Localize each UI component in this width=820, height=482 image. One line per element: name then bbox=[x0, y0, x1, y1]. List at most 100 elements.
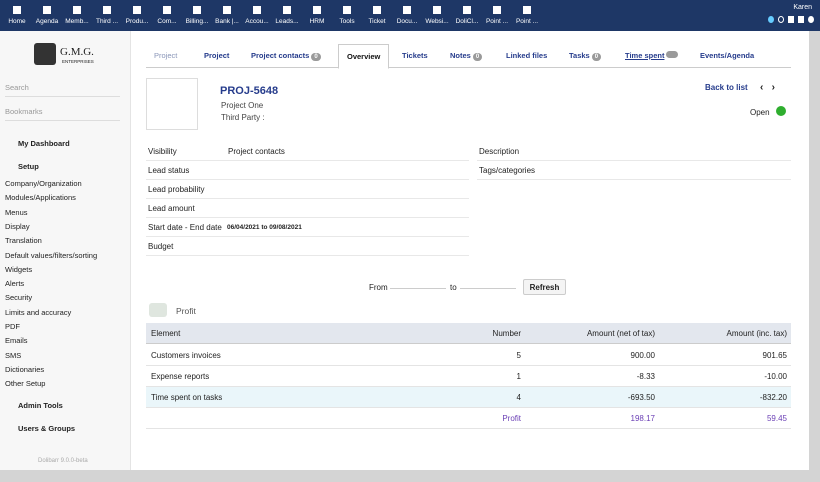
to-input[interactable] bbox=[460, 288, 516, 289]
from-input[interactable] bbox=[390, 288, 446, 289]
menu-item[interactable]: Produ... bbox=[123, 0, 151, 31]
cell: -10.00 bbox=[764, 366, 787, 387]
setup-item[interactable]: Company/Organization bbox=[5, 179, 82, 188]
refresh-button[interactable]: Refresh bbox=[523, 279, 566, 295]
tab-label: Linked files bbox=[506, 51, 547, 60]
menu-item[interactable]: Tools bbox=[333, 0, 361, 31]
tab[interactable]: Project contacts0 bbox=[243, 44, 329, 68]
tab[interactable]: Project bbox=[196, 44, 237, 68]
tab-label: Time spent bbox=[625, 51, 664, 60]
cell: Customers invoices bbox=[151, 345, 221, 366]
field-row: Tags/categories bbox=[477, 161, 791, 180]
menu-label: Ticket bbox=[363, 18, 391, 25]
menu-item[interactable]: Point ... bbox=[483, 0, 511, 31]
tab[interactable]: Project bbox=[146, 44, 185, 68]
user-name[interactable]: Karen bbox=[793, 4, 812, 11]
field-label: Tags/categories bbox=[479, 161, 535, 180]
menu-label: Accou... bbox=[243, 18, 271, 25]
setup-item[interactable]: Modules/Applications bbox=[5, 193, 76, 202]
setup-item[interactable]: SMS bbox=[5, 351, 21, 360]
menu-item[interactable]: Bank |... bbox=[213, 0, 241, 31]
setup-item[interactable]: Security bbox=[5, 293, 32, 302]
from-label: From bbox=[369, 283, 388, 292]
field-row: Lead probability bbox=[146, 180, 469, 199]
menu-icon bbox=[433, 6, 441, 14]
users-groups[interactable]: Users & Groups bbox=[18, 424, 75, 433]
menu-item[interactable]: Point ... bbox=[513, 0, 541, 31]
menu-item[interactable]: Websi... bbox=[423, 0, 451, 31]
cell: 900.00 bbox=[631, 345, 655, 366]
setup-item[interactable]: Translation bbox=[5, 236, 42, 245]
menu-item[interactable]: Billing... bbox=[183, 0, 211, 31]
back-to-list[interactable]: Back to list bbox=[705, 83, 748, 92]
tab[interactable]: Notes0 bbox=[442, 44, 490, 68]
nav-arrows[interactable]: ‹ › bbox=[760, 82, 775, 93]
setup-item[interactable]: Alerts bbox=[5, 279, 24, 288]
setup-item[interactable]: Default values/filters/sorting bbox=[5, 251, 97, 260]
tab[interactable]: Linked files bbox=[498, 44, 555, 68]
menu-item[interactable]: HRM bbox=[303, 0, 331, 31]
tab[interactable]: Events/Agenda bbox=[692, 44, 762, 68]
total-row: Profit198.1759.45 bbox=[146, 408, 791, 429]
setup-title[interactable]: Setup bbox=[18, 162, 39, 171]
field-row: Lead status bbox=[146, 161, 469, 180]
setup-item[interactable]: Dictionaries bbox=[5, 365, 44, 374]
field-value: Project contacts bbox=[228, 142, 285, 161]
menu-label: Agenda bbox=[33, 18, 61, 25]
menu-icon bbox=[493, 6, 501, 14]
tab-badge: 0 bbox=[592, 53, 601, 61]
setup-item[interactable]: Limits and accuracy bbox=[5, 308, 71, 317]
menu-item[interactable]: Leads... bbox=[273, 0, 301, 31]
header-cell: Element bbox=[151, 323, 180, 344]
tab[interactable]: Tickets bbox=[394, 44, 436, 68]
field-row: VisibilityProject contacts bbox=[146, 142, 469, 161]
field-row: Lead amount bbox=[146, 199, 469, 218]
menu-icon bbox=[313, 6, 321, 14]
menu-icon bbox=[523, 6, 531, 14]
cell: -8.33 bbox=[637, 366, 655, 387]
menu-item[interactable]: Ticket bbox=[363, 0, 391, 31]
setup-item[interactable]: Menus bbox=[5, 208, 28, 217]
bookmarks[interactable]: Bookmarks bbox=[5, 107, 120, 121]
setup-item[interactable]: Emails bbox=[5, 336, 28, 345]
dashboard-link[interactable]: My Dashboard bbox=[18, 139, 70, 148]
menu-icon bbox=[373, 6, 381, 14]
menu-item[interactable]: Third ... bbox=[93, 0, 121, 31]
cell: 4 bbox=[517, 387, 521, 408]
total-net: 198.17 bbox=[631, 408, 655, 429]
menu-label: Memb... bbox=[63, 18, 91, 25]
setup-item[interactable]: PDF bbox=[5, 322, 20, 331]
setup-item[interactable]: Display bbox=[5, 222, 30, 231]
top-bar: Karen HomeAgendaMemb...Third ...Produ...… bbox=[0, 0, 820, 31]
status-dot bbox=[776, 106, 786, 116]
menu-item[interactable]: Memb... bbox=[63, 0, 91, 31]
project-image bbox=[146, 78, 198, 130]
menu-item[interactable]: Accou... bbox=[243, 0, 271, 31]
menu-item[interactable]: DoliCl... bbox=[453, 0, 481, 31]
menu-item[interactable]: Docu... bbox=[393, 0, 421, 31]
menu-icon bbox=[403, 6, 411, 14]
menu-item[interactable]: Com... bbox=[153, 0, 181, 31]
cell: -832.20 bbox=[760, 387, 787, 408]
menu-icon bbox=[73, 6, 81, 14]
setup-item[interactable]: Widgets bbox=[5, 265, 32, 274]
tab[interactable]: Tasks0 bbox=[561, 44, 609, 68]
search[interactable]: Search bbox=[5, 83, 120, 97]
profit-title: Profit bbox=[176, 306, 196, 316]
header-cell: Number bbox=[493, 323, 521, 344]
admin-tools[interactable]: Admin Tools bbox=[18, 401, 63, 410]
cell: 1 bbox=[517, 366, 521, 387]
menu-icon bbox=[193, 6, 201, 14]
field-label: Lead probability bbox=[148, 180, 204, 199]
setup-item[interactable]: Other Setup bbox=[5, 379, 45, 388]
cell: 901.65 bbox=[763, 345, 787, 366]
logo-icon bbox=[34, 43, 56, 65]
tab-label: Events/Agenda bbox=[700, 51, 754, 60]
tab[interactable]: Overview bbox=[338, 44, 389, 69]
menu-icon bbox=[103, 6, 111, 14]
menu-label: Tools bbox=[333, 18, 361, 25]
tab[interactable]: Time spent bbox=[617, 44, 686, 68]
menu-item[interactable]: Home bbox=[3, 0, 31, 31]
menu-item[interactable]: Agenda bbox=[33, 0, 61, 31]
third-party: Third Party : bbox=[221, 113, 265, 122]
